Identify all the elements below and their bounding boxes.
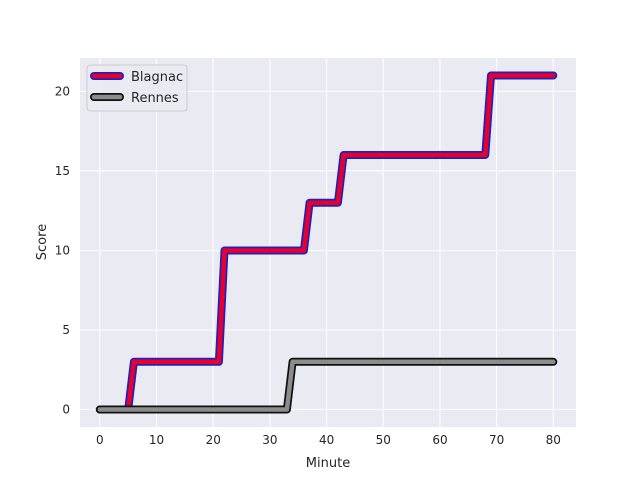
x-tick-label: 20 [206,433,221,447]
y-tick-label: 10 [55,243,70,257]
tick-labels: 0 10 20 30 40 50 60 70 80 0 5 10 15 20 [55,84,561,447]
series-layer [95,71,558,414]
x-tick-label: 70 [489,433,504,447]
series-line-blagnac [97,73,556,412]
y-tick-label: 5 [62,323,70,337]
legend-label-rennes: Rennes [131,91,179,106]
x-axis-label: Minute [306,456,350,471]
x-tick-label: 10 [149,433,164,447]
x-tick-label: 50 [376,433,391,447]
x-tick-label: 80 [546,433,561,447]
y-tick-label: 0 [62,403,70,417]
plot-background [80,58,576,427]
x-tick-label: 30 [262,433,277,447]
y-tick-label: 15 [55,164,70,178]
series-line-rennes [97,359,556,412]
legend-label-blagnac: Blagnac [131,70,183,85]
legend: Blagnac Rennes [86,64,188,112]
x-tick-label: 60 [432,433,447,447]
x-tick-label: 0 [96,433,104,447]
y-axis-label: Score [35,224,50,260]
x-tick-label: 40 [319,433,334,447]
y-tick-label: 20 [55,84,70,98]
